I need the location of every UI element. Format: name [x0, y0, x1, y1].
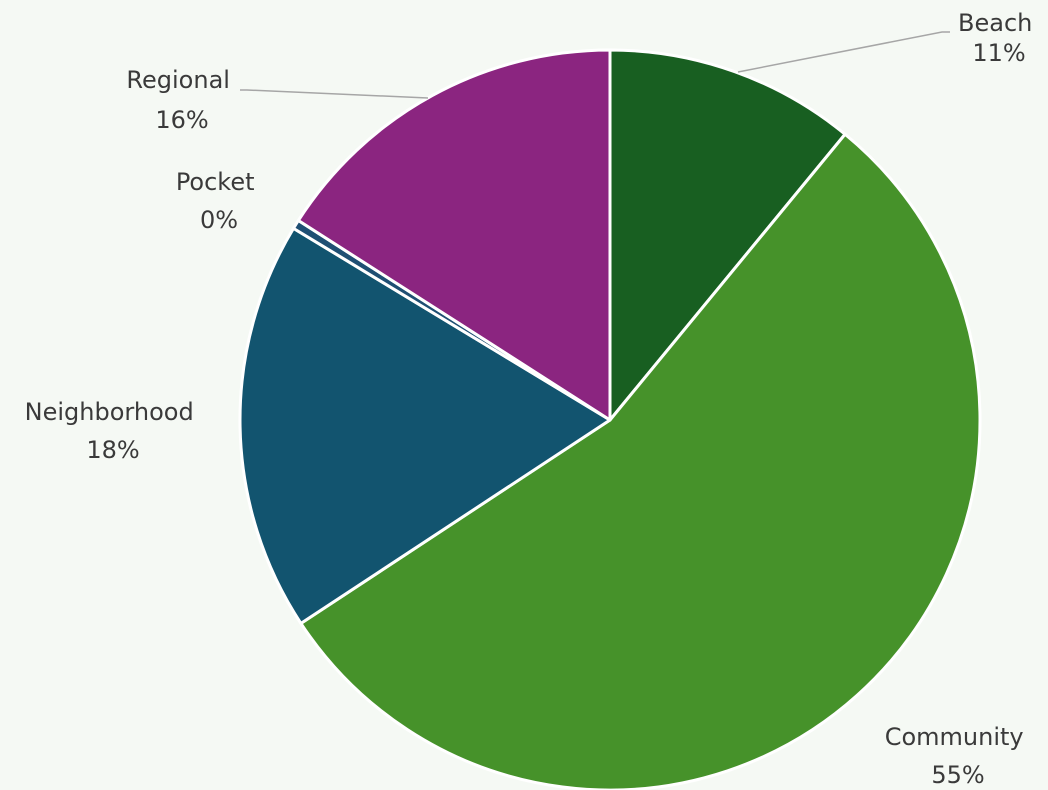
pie-slice-community: [299, 132, 982, 790]
label-neighborhood-percent: 18%: [86, 436, 139, 464]
data-labels-layer: Beach 11% Community 55% Neighborhood 18%…: [25, 9, 1040, 789]
pie-slice-neighborhood: [238, 226, 612, 625]
label-pocket: Pocket 0%: [176, 168, 262, 234]
label-neighborhood: Neighborhood 18%: [25, 398, 202, 464]
label-beach: Beach 11%: [958, 9, 1040, 67]
pie-slice-beach: [608, 48, 847, 422]
label-beach-percent: 11%: [972, 39, 1025, 67]
label-neighborhood-name: Neighborhood: [25, 398, 194, 426]
label-community-percent: 55%: [931, 761, 984, 789]
label-pocket-name: Pocket: [176, 168, 255, 196]
label-regional-percent: 16%: [155, 106, 208, 134]
label-regional-name: Regional: [126, 66, 230, 94]
label-pocket-percent: 0%: [200, 206, 238, 234]
leader-lines-layer: [240, 31, 950, 99]
label-community: Community 55%: [885, 723, 1032, 789]
label-regional: Regional 16%: [126, 66, 237, 134]
leader-line-beach: [737, 31, 950, 73]
label-beach-name: Beach: [958, 9, 1032, 37]
leader-line-regional: [240, 89, 429, 99]
slices-layer: [238, 48, 982, 790]
label-community-name: Community: [885, 723, 1024, 751]
pie-slice-regional: [296, 48, 612, 422]
